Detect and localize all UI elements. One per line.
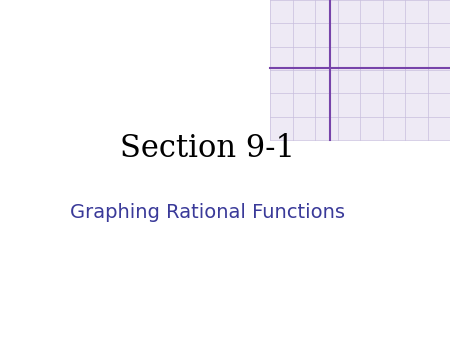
Bar <box>270 0 450 140</box>
Text: Section 9-1: Section 9-1 <box>120 133 294 164</box>
Text: Graphing Rational Functions: Graphing Rational Functions <box>69 203 345 222</box>
